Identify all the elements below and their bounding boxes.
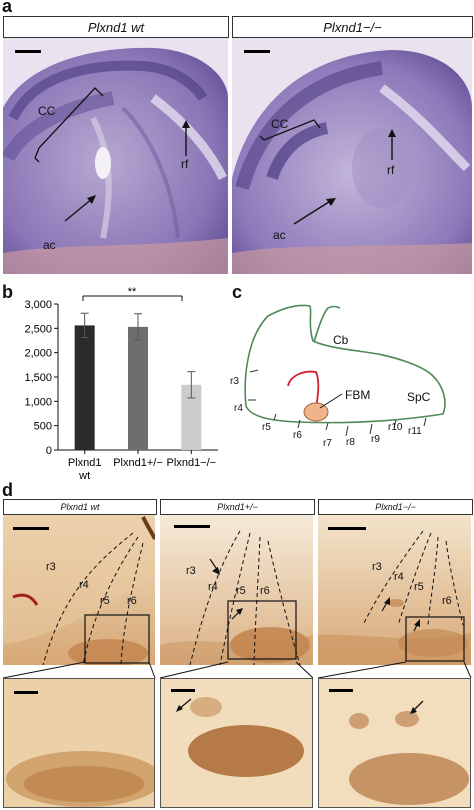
het-boundaries bbox=[189, 530, 301, 665]
rhombomere-label-r10: r10 bbox=[388, 422, 403, 433]
y-tick-label: 1,000 bbox=[24, 396, 52, 408]
fbm-pointer-line bbox=[319, 393, 343, 409]
panel-d-het-scale-bar bbox=[174, 525, 210, 528]
x-tick-label: wt bbox=[78, 470, 90, 482]
panel-a-letter: a bbox=[2, 0, 13, 16]
panel-a-ko-annotations bbox=[259, 119, 396, 225]
panel-a-wt-rf-label: rf bbox=[181, 157, 189, 171]
rhombomere-label-r8: r8 bbox=[346, 437, 355, 448]
panel-d-letter: d bbox=[2, 480, 13, 500]
panel-c-fbm-label: FBM bbox=[345, 388, 371, 402]
panel-d-ko-r3: r3 bbox=[372, 561, 382, 573]
rhombomere-label-r5: r5 bbox=[262, 422, 271, 433]
panel-d-wt-zoom-scale-bar bbox=[14, 691, 38, 694]
significance-marker: ** bbox=[128, 286, 137, 298]
panel-a-wt-cc-label: CC bbox=[38, 104, 56, 118]
y-tick-label: 2,500 bbox=[24, 323, 52, 335]
wt-dab-section bbox=[3, 515, 155, 665]
y-tick-label: 2,000 bbox=[24, 348, 52, 360]
wt-brain-section bbox=[3, 38, 228, 274]
panel-d-wt-r6: r6 bbox=[127, 595, 137, 607]
zoom-connectors bbox=[2, 661, 472, 679]
y-tick-label: 0 bbox=[46, 445, 52, 457]
panel-a-wt-scale-bar bbox=[15, 50, 41, 53]
chart-bars bbox=[74, 312, 202, 450]
y-tick-label: 500 bbox=[34, 421, 52, 433]
ko-dab-section bbox=[318, 515, 471, 665]
panel-d-het-r4: r4 bbox=[208, 581, 218, 593]
panel-d-het-r5: r5 bbox=[236, 585, 246, 597]
panel-d-wt-r4: r4 bbox=[79, 579, 89, 591]
panel-d-ko-zoom-scale-bar bbox=[329, 689, 353, 692]
brainstem-outline bbox=[244, 304, 446, 424]
rhombomere-label-r6: r6 bbox=[293, 430, 302, 441]
x-tick-label: Plxnd1−/− bbox=[167, 457, 217, 469]
panel-a-wt-micrograph bbox=[3, 38, 228, 274]
panel-a-ko-ac-label: ac bbox=[273, 228, 286, 242]
panel-a-ko-micrograph bbox=[232, 38, 472, 274]
facial-nerve-axon bbox=[287, 370, 320, 409]
panel-a-wt-annotations bbox=[34, 87, 190, 222]
x-tick-label: Plxnd1 bbox=[68, 457, 102, 469]
panel-d-ko-scale-bar bbox=[328, 527, 366, 530]
cerebellum-outline bbox=[313, 305, 341, 343]
y-tick-label: 3,000 bbox=[24, 299, 52, 311]
wt-zoom-dab bbox=[4, 679, 154, 807]
panel-d-het-overview: r3 r4 r5 r6 bbox=[160, 515, 313, 665]
panel-d-title-wt: Plxnd1 wt bbox=[3, 499, 157, 515]
ko-zoom-dab bbox=[319, 679, 470, 807]
panel-d-title-ko: Plxnd1−/− bbox=[318, 499, 473, 515]
wt-boundaries bbox=[42, 532, 150, 665]
panel-d-ko-r6: r6 bbox=[442, 595, 452, 607]
rhombomere-label-r11: r11 bbox=[408, 426, 422, 437]
panel-d-wt-zoom bbox=[3, 678, 155, 808]
panel-d-het-zoom bbox=[160, 678, 313, 808]
panel-d-wt-r3: r3 bbox=[46, 561, 56, 573]
panel-d-title-het: Plxnd1+/− bbox=[160, 499, 315, 515]
panel-b-letter: b bbox=[2, 282, 13, 302]
panel-c-letter: c bbox=[232, 282, 243, 302]
panel-a-left-title: Plxnd1 wt bbox=[3, 16, 229, 38]
panel-a-wt-ac-label: ac bbox=[43, 238, 56, 252]
panel-d-wt-scale-bar bbox=[13, 527, 49, 530]
panel-d-ko-overview: r3 r4 r5 r6 bbox=[318, 515, 471, 665]
panel-d-het-r3: r3 bbox=[186, 565, 196, 577]
ko-brain-section bbox=[232, 38, 472, 274]
panel-c-spc-label: SpC bbox=[407, 390, 431, 404]
rhombomere-label-r4: r4 bbox=[234, 403, 243, 414]
rhombomere-label-r7: r7 bbox=[323, 438, 332, 449]
rhombomere-label-r3: r3 bbox=[230, 376, 239, 387]
rhombomere-ticks bbox=[248, 369, 427, 437]
bar bbox=[74, 325, 95, 450]
panel-d-het-zoom-scale-bar bbox=[171, 689, 195, 692]
bar bbox=[128, 326, 148, 450]
panel-a-ko-cc-label: CC bbox=[271, 117, 289, 131]
panel-a-ko-rf-label: rf bbox=[387, 163, 395, 177]
panel-d-ko-r4: r4 bbox=[394, 571, 404, 583]
ko-boundaries bbox=[362, 530, 465, 662]
panel-c-cb-label: Cb bbox=[333, 333, 349, 347]
het-zoom-dab bbox=[161, 679, 312, 807]
panel-a-ko-scale-bar bbox=[244, 50, 270, 53]
panel-d-ko-r5: r5 bbox=[414, 581, 424, 593]
het-dab-section bbox=[160, 515, 313, 665]
fbm-nucleus bbox=[303, 402, 329, 422]
panel-d-het-r6: r6 bbox=[260, 585, 270, 597]
y-tick-label: 1,500 bbox=[24, 372, 52, 384]
panel-d-ko-zoom bbox=[318, 678, 471, 808]
x-tick-label: Plxnd1+/− bbox=[113, 457, 163, 469]
panel-d-wt-overview: r3 r4 r5 r6 bbox=[3, 515, 155, 665]
panel-a-right-title: Plxnd1−/− bbox=[232, 16, 473, 38]
panel-c-schematic bbox=[244, 304, 446, 437]
rhombomere-label-r9: r9 bbox=[371, 434, 380, 445]
panel-d-wt-r5: r5 bbox=[100, 595, 110, 607]
bar bbox=[181, 384, 202, 450]
